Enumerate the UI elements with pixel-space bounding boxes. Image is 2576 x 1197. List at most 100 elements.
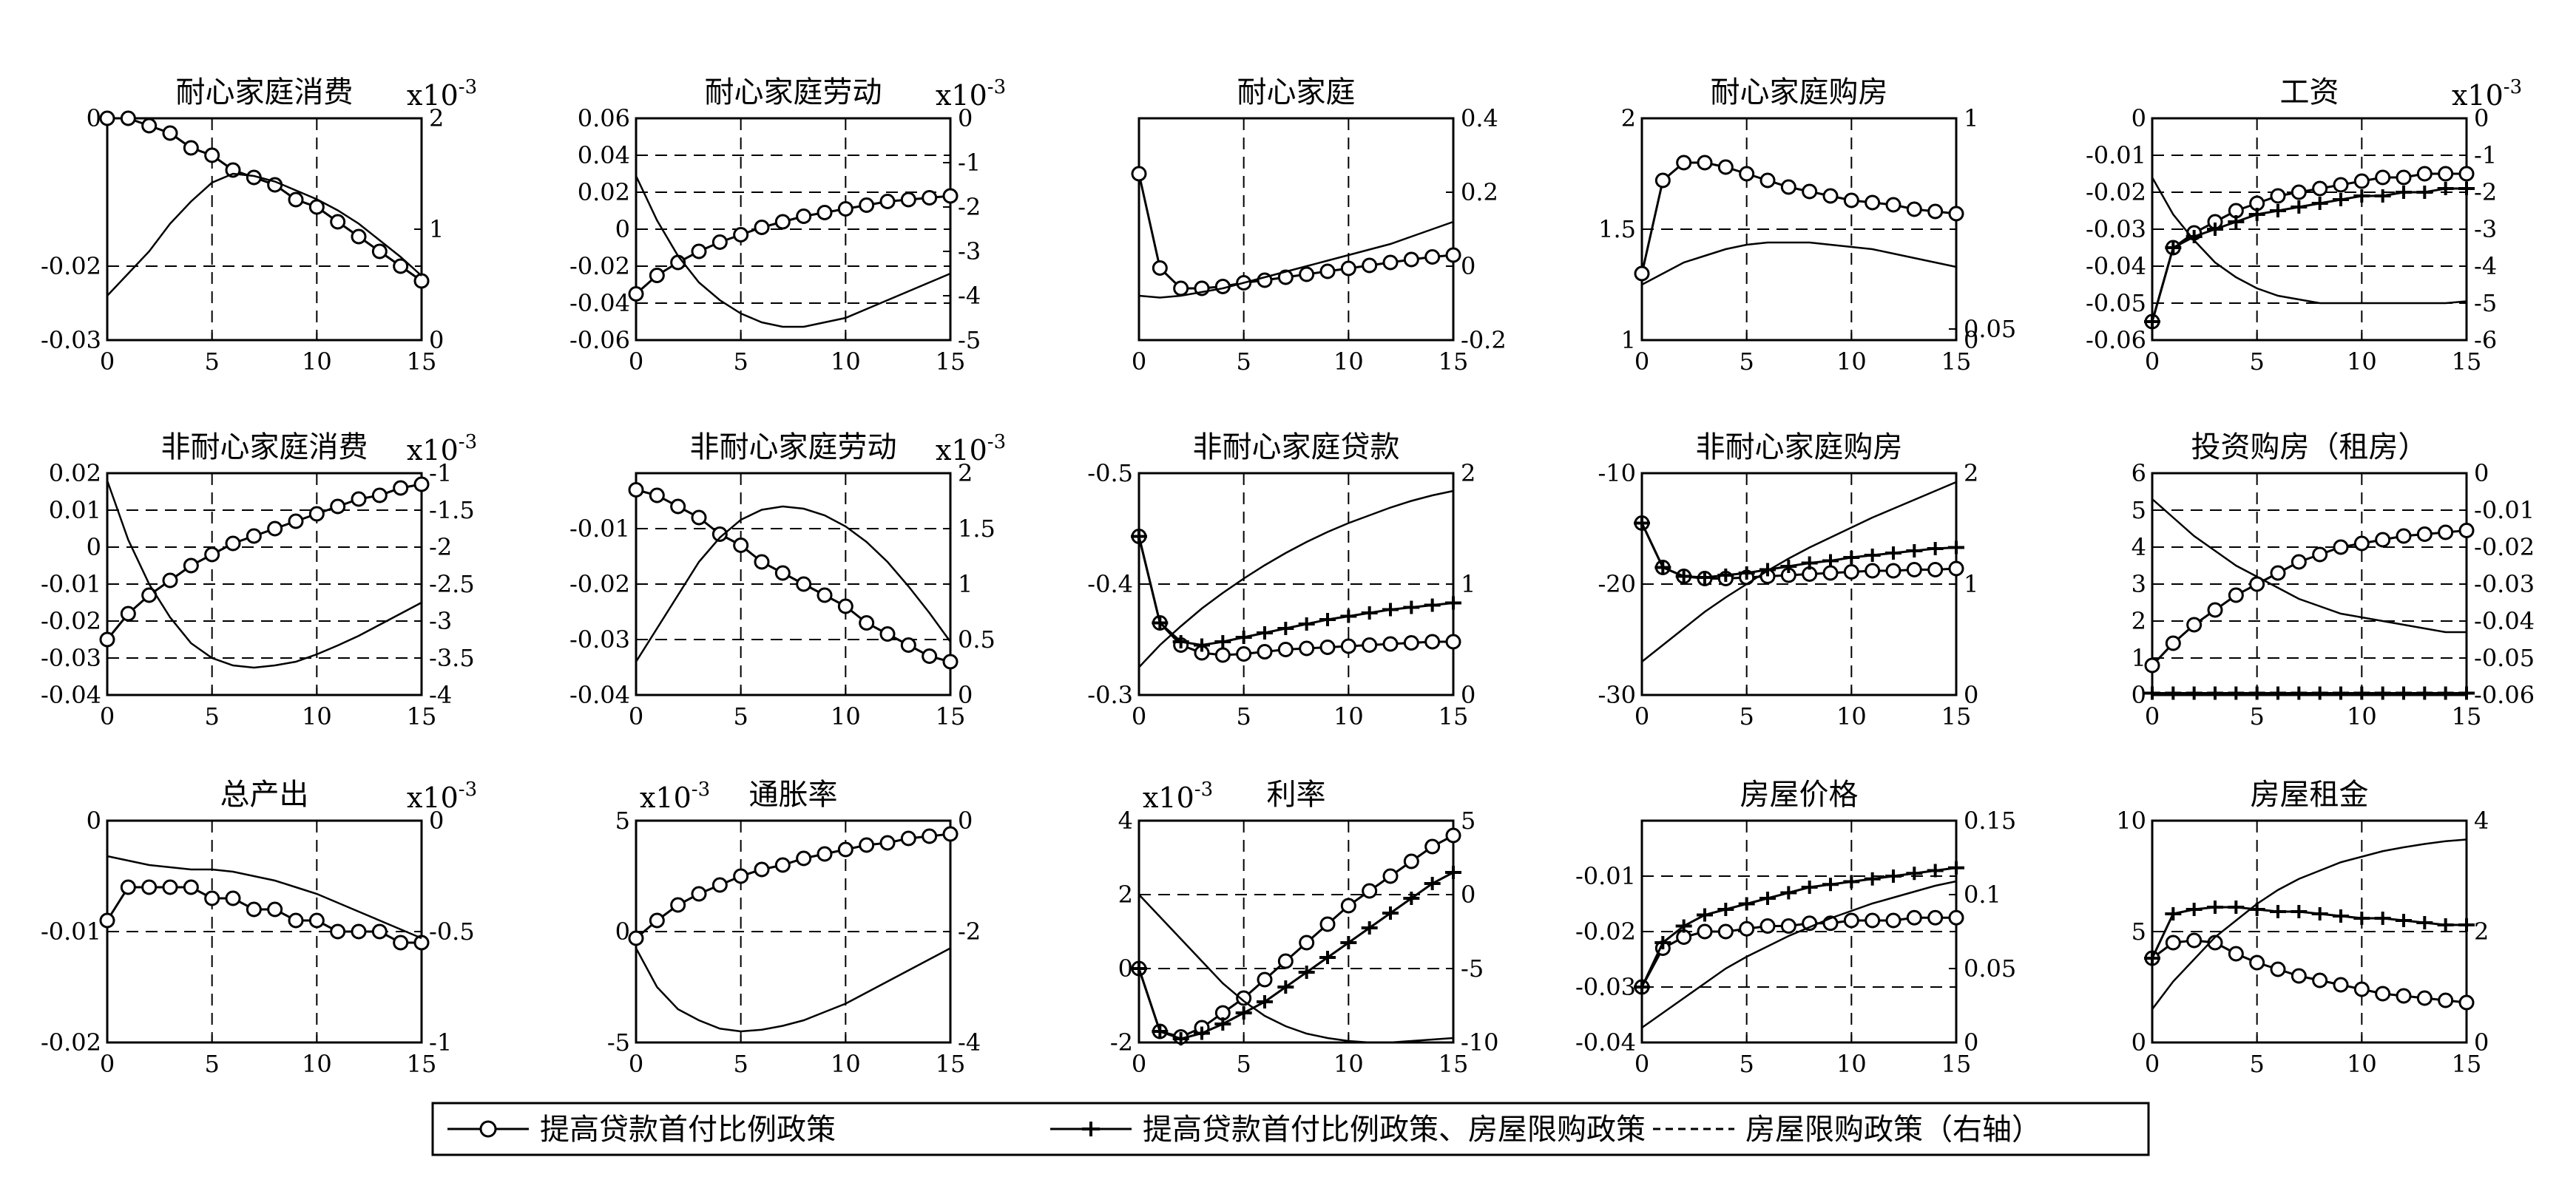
axis-exponent-power: -3 bbox=[987, 76, 1006, 98]
data-point-diamond bbox=[2185, 903, 2203, 916]
y-tick-label: 4 bbox=[2132, 533, 2146, 561]
x-tick-label: 0 bbox=[629, 702, 643, 730]
x-tick-label: 10 bbox=[2347, 1050, 2377, 1078]
x-tick-label: 0 bbox=[2145, 1050, 2160, 1078]
data-point-diamond bbox=[1948, 540, 1964, 555]
series-line-1 bbox=[2151, 172, 2467, 322]
subplot-10: 0 5 10 1565432100-0.01-0.02-0.03-0.04-0.05-… bbox=[2132, 430, 2535, 730]
y2-tick-label: -0.02 bbox=[2474, 533, 2535, 561]
y-tick-label: -5 bbox=[607, 1028, 630, 1057]
data-point-diamond bbox=[2228, 901, 2245, 914]
y2-tick-label: 0.1 bbox=[1964, 881, 2001, 909]
series-line-2 bbox=[107, 855, 422, 940]
y-tick-label: 0.02 bbox=[49, 459, 101, 487]
data-point-circle bbox=[2458, 166, 2475, 182]
data-point-diamond bbox=[2165, 907, 2182, 920]
data-point-circle bbox=[1214, 647, 1231, 663]
data-point-circle bbox=[1277, 642, 1294, 657]
data-point-circle bbox=[2438, 524, 2454, 540]
x-tick-label: 0 bbox=[629, 1050, 643, 1078]
data-point-diamond bbox=[1298, 617, 1315, 631]
y-tick-label: -0.04 bbox=[41, 681, 101, 709]
data-point-circle bbox=[900, 637, 916, 653]
data-point-circle bbox=[922, 648, 938, 664]
data-point-circle bbox=[1257, 644, 1273, 659]
y-tick-label: -0.01 bbox=[41, 570, 101, 598]
data-point-circle bbox=[2416, 526, 2433, 542]
axis-exponent-label: x10-3 bbox=[407, 76, 477, 112]
y-tick-label: 0.04 bbox=[578, 141, 630, 169]
legend: 提高贷款首付比例政策 提高贷款首付比例政策、房屋限购政策 房屋限购政策（右轴） bbox=[431, 1102, 2150, 1156]
data-point-circle bbox=[351, 491, 367, 507]
data-point-diamond bbox=[2311, 907, 2328, 920]
y-tick-label: 0.01 bbox=[49, 496, 101, 524]
data-point-circle bbox=[1759, 918, 1776, 934]
y2-tick-label: 0 bbox=[958, 681, 973, 709]
y2-tick-label: 0.05 bbox=[1964, 954, 2016, 983]
y-tick-label: 0 bbox=[87, 807, 101, 835]
data-point-circle bbox=[2165, 635, 2181, 651]
data-point-diamond bbox=[1717, 569, 1734, 582]
x-tick-label: 15 bbox=[2452, 1050, 2482, 1078]
series-line-2 bbox=[2151, 187, 2467, 322]
series-line-2 bbox=[1640, 522, 1957, 579]
y2-tick-label: -0.01 bbox=[2474, 496, 2535, 524]
axis-exponent-label: x10-3 bbox=[640, 779, 710, 814]
data-point-diamond bbox=[1717, 903, 1734, 916]
y-tick-label: -0.03 bbox=[41, 644, 101, 672]
x-tick-label: 5 bbox=[1236, 702, 1251, 730]
data-point-circle bbox=[1277, 269, 1294, 285]
data-point-circle bbox=[183, 140, 199, 156]
x-tick-label: 10 bbox=[1333, 702, 1364, 730]
x-tick-label: 0 bbox=[629, 347, 643, 376]
x-tick-label: 0 bbox=[1132, 1050, 1146, 1078]
data-point-diamond bbox=[2185, 686, 2203, 700]
data-point-circle bbox=[2291, 554, 2307, 570]
data-point-circle bbox=[120, 879, 136, 895]
y2-tick-label: 0 bbox=[429, 807, 444, 835]
data-point-circle bbox=[1445, 247, 1461, 263]
data-point-diamond bbox=[2270, 686, 2286, 700]
x-tick-label: 0 bbox=[1634, 702, 1649, 730]
y2-tick-label: -10 bbox=[1461, 1028, 1499, 1057]
legend-item-2: 提高贷款首付比例政策、房屋限购政策 bbox=[1050, 1113, 1646, 1147]
axis-exponent-label: x10-3 bbox=[407, 779, 477, 814]
data-point-circle bbox=[1780, 179, 1796, 195]
y-tick-label: -0.04 bbox=[2086, 252, 2146, 280]
data-point-diamond bbox=[1822, 554, 1839, 568]
data-point-diamond bbox=[1906, 867, 1923, 881]
subplot-title: 房屋租金 bbox=[2251, 778, 2369, 812]
y2-tick-label: -2 bbox=[958, 918, 981, 946]
x-tick-label: 0 bbox=[1132, 347, 1146, 376]
data-point-diamond bbox=[1172, 1032, 1189, 1045]
x-tick-label: 10 bbox=[302, 702, 332, 730]
y2-tick-label: 1 bbox=[429, 215, 444, 243]
y-tick-label: -0.02 bbox=[1575, 918, 1636, 946]
data-point-circle bbox=[2396, 169, 2412, 186]
data-point-circle bbox=[1257, 971, 1273, 988]
data-point-diamond bbox=[1780, 560, 1797, 573]
series-line-3 bbox=[2151, 838, 2467, 1010]
x-tick-label: 0 bbox=[1132, 702, 1146, 730]
data-point-circle bbox=[1843, 192, 1859, 208]
y2-tick-label: 5 bbox=[1461, 807, 1475, 835]
x-tick-label: 5 bbox=[2249, 702, 2264, 730]
data-point-diamond bbox=[1194, 1026, 1210, 1040]
data-point-circle bbox=[754, 554, 770, 570]
y2-tick-label: 2 bbox=[958, 459, 973, 487]
y2-tick-label: 0 bbox=[958, 807, 973, 835]
data-point-circle bbox=[1676, 155, 1692, 171]
series-line-1 bbox=[1640, 161, 1957, 274]
data-point-diamond bbox=[2374, 686, 2391, 700]
data-point-circle bbox=[1739, 166, 1755, 182]
data-point-circle bbox=[204, 147, 220, 163]
data-point-diamond bbox=[2165, 241, 2182, 254]
x-tick-label: 15 bbox=[2452, 702, 2482, 730]
data-point-circle bbox=[837, 201, 853, 217]
axis-exponent-power: -3 bbox=[459, 779, 477, 801]
legend-label: 提高贷款首付比例政策 bbox=[540, 1113, 836, 1147]
axis-exponent-power: -3 bbox=[459, 431, 477, 453]
